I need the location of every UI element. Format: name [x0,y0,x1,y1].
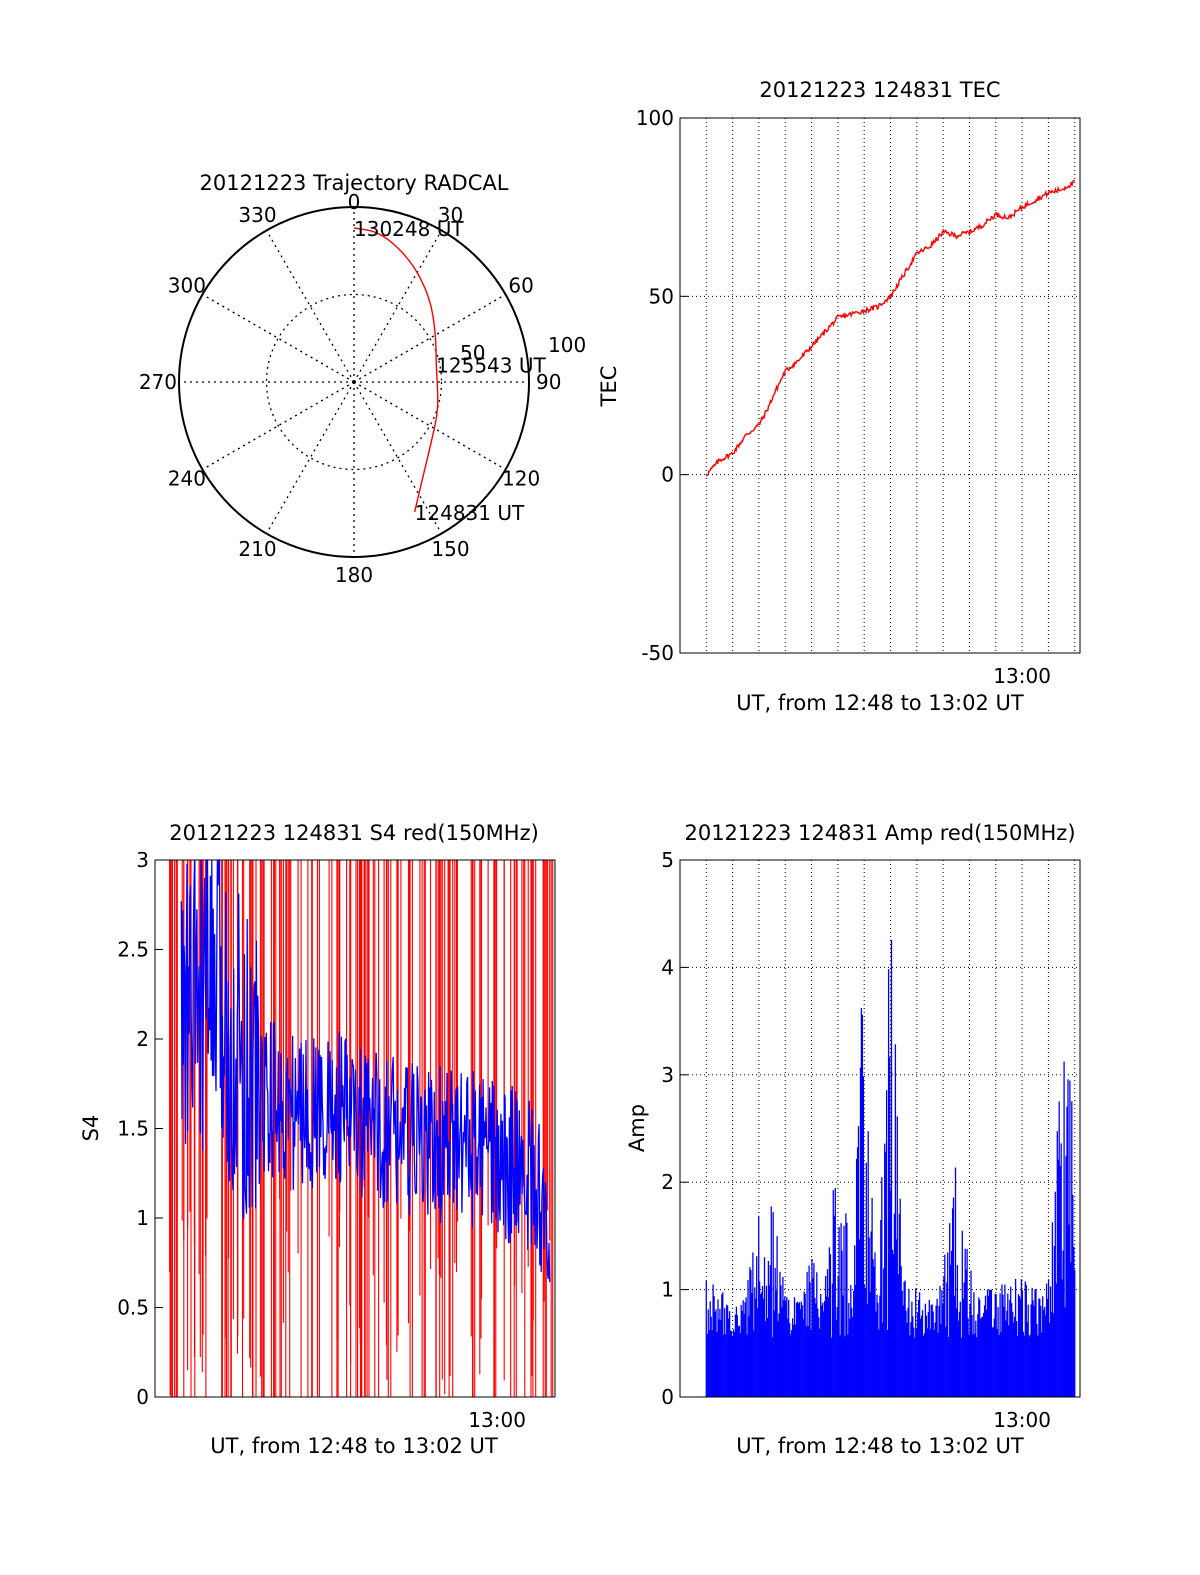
y-tick-label: 2 [136,1027,149,1051]
y-tick-label: 1 [661,1278,674,1302]
polar-spoke [353,381,506,471]
tec-x-tick-labels: 13:00 [993,664,1051,688]
polar-azimuth-label: 0 [348,190,361,214]
amp-plot-frame [679,859,1081,1398]
s4-ylabel: S4 [79,1115,103,1142]
polar-azimuth-label: 180 [335,563,373,587]
y-tick-label: 2.5 [117,938,149,962]
x-tick-label: 13:00 [993,1408,1051,1432]
y-tick-label: 1 [136,1206,149,1230]
trajectory-time-label: 130248 UT [354,217,464,241]
trajectory-time-label: 125543 UT [436,354,546,378]
polar-spoke [202,293,355,383]
tec-xlabel: UT, from 12:48 to 13:02 UT [736,691,1024,715]
x-tick-label: 13:00 [468,1408,526,1432]
polar-azimuth-label: 60 [508,274,533,298]
polar-azimuth-label: 120 [502,467,540,491]
y-tick-label: 1.5 [117,1117,149,1141]
polar-azimuth-label: 240 [168,467,206,491]
tec-grid [680,118,1080,653]
y-tick-label: 0 [661,463,674,487]
y-tick-label: 5 [661,848,674,872]
polar-spoke [353,230,443,383]
tec-ylabel: TEC [597,366,621,408]
polar-azimuth-label: 270 [139,370,177,394]
tec-series-line [706,179,1076,477]
trajectory-annotations: 124831 UT 125543 UT 130248 UT [354,217,547,525]
polar-azimuth-label: 300 [168,274,206,298]
polar-outer-circle [178,206,530,558]
trajectory-line [353,227,439,513]
polar-spoke [265,230,355,383]
s4-series-line [180,859,551,1283]
s4-panel: 20121223 124831 S4 red(150MHz) 3 2.5 2 1.5 1… [79,821,556,1458]
amp-title: 20121223 124831 Amp red(150MHz) [684,821,1075,845]
y-tick-label: 3 [136,848,149,872]
s4-xlabel: UT, from 12:48 to 13:02 UT [210,1434,498,1458]
y-tick-label: 2 [661,1170,674,1194]
tec-plot-frame [679,117,1081,654]
y-tick-label: -50 [641,641,674,665]
y-tick-label: 100 [636,106,674,130]
y-tick-label: 0.5 [117,1296,149,1320]
polar-azimuth-label: 330 [238,203,276,227]
amp-xlabel: UT, from 12:48 to 13:02 UT [736,1434,1024,1458]
tec-y-tick-labels: 100 50 0 -50 [636,106,688,665]
amp-panel: 20121223 124831 Amp red(150MHz) 5 4 3 2 1 0 1… [625,821,1081,1458]
polar-azimuth-label: 210 [238,537,276,561]
y-tick-label: 0 [661,1385,674,1409]
polar-azimuth-label: 150 [431,537,469,561]
s4-x-tick-labels: 13:00 [468,1408,526,1432]
amp-series-fill [705,939,1076,1397]
trajectory-time-label: 124831 UT [415,501,525,525]
polar-title: 20121223 Trajectory RADCAL [200,171,509,195]
polar-tick-labels: 0 30 60 90 120 150 180 210 240 270 300 330 50 100 [139,190,586,587]
polar-azimuth-label: 30 [438,203,463,227]
polar-spoke [353,293,506,383]
polar-azimuth-label: 90 [536,370,561,394]
polar-radial-label: 50 [460,341,485,365]
y-tick-label: 3 [661,1063,674,1087]
polar-panel: 20121223 Trajectory RADCAL 0 30 60 90 120 150… [139,171,586,587]
y-tick-label: 4 [661,955,674,979]
x-tick-label: 13:00 [993,664,1051,688]
amp-y-tick-labels: 5 4 3 2 1 0 [661,848,688,1409]
s4-title: 20121223 124831 S4 red(150MHz) [169,821,539,845]
tec-title: 20121223 124831 TEC [759,78,1000,102]
polar-spoke [202,381,355,471]
y-tick-label: 0 [136,1385,149,1409]
amp-ylabel: Amp [625,1104,649,1152]
amp-grid [680,860,1080,1397]
polar-radial-label: 100 [548,333,586,357]
amp-x-tick-labels: 13:00 [993,1408,1051,1432]
s4-y-tick-labels: 3 2.5 2 1.5 1 0.5 0 [117,848,163,1409]
polar-grid [179,207,529,557]
polar-spoke [265,381,355,534]
polar-spoke [353,381,443,534]
y-tick-label: 50 [649,284,674,308]
polar-grid-circle [265,293,443,471]
